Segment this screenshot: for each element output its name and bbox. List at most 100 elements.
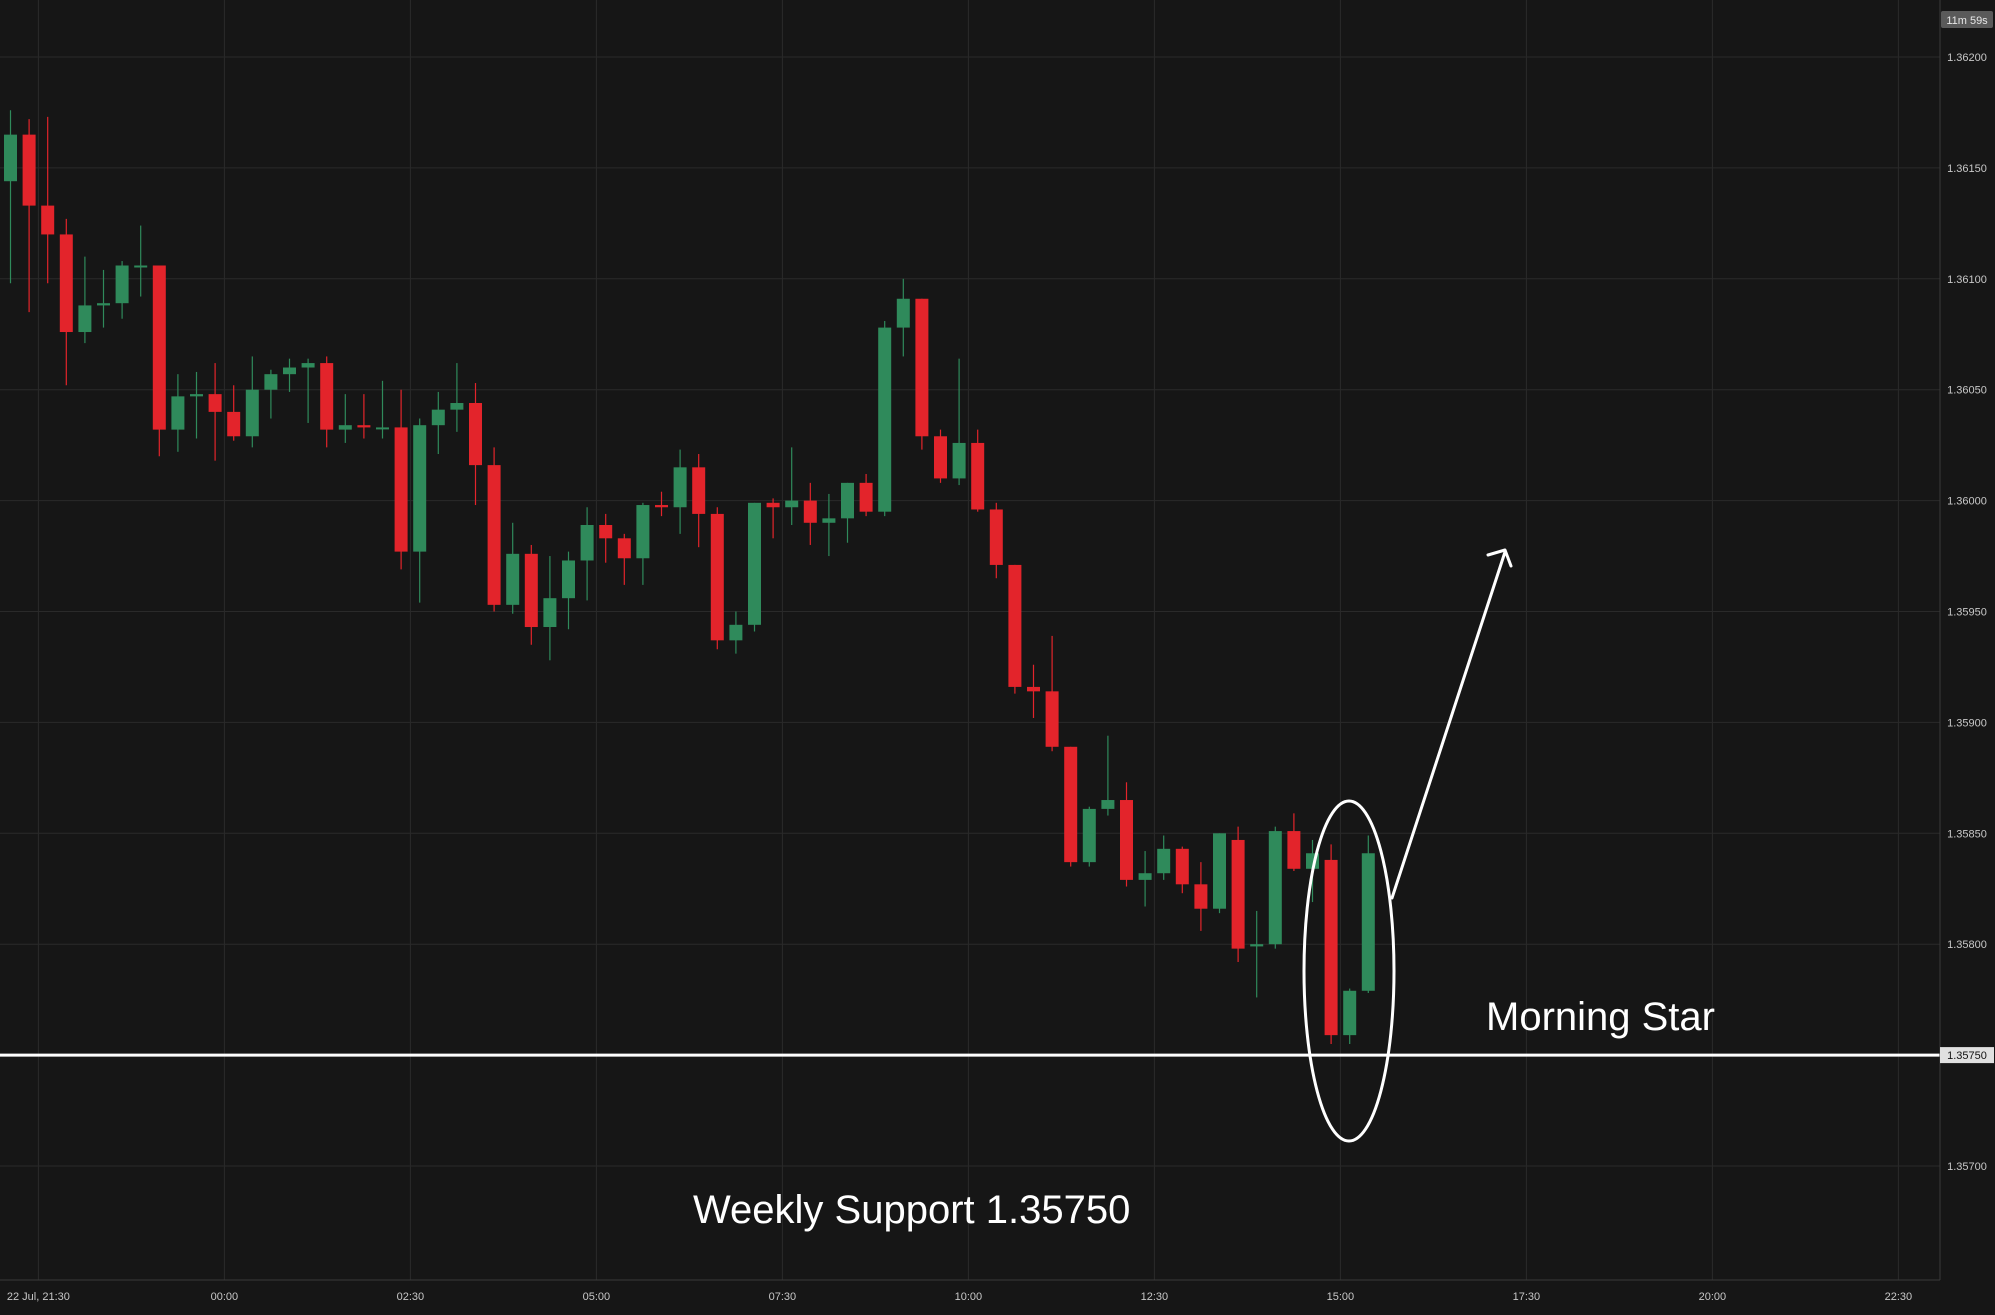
candle-17[interactable] — [320, 356, 334, 448]
candle-35[interactable] — [655, 491, 668, 517]
candle-69[interactable] — [1287, 813, 1301, 872]
support-price-tag — [1940, 1047, 1994, 1064]
candle-body — [357, 425, 371, 428]
candle-52[interactable] — [971, 429, 985, 512]
candle-50[interactable] — [934, 429, 947, 483]
candle-65[interactable] — [1213, 833, 1226, 914]
bullish-arrow-shaft[interactable] — [1390, 550, 1507, 900]
candle-47[interactable] — [878, 320, 892, 517]
candle-body — [859, 482, 873, 512]
candle-39[interactable] — [729, 611, 743, 654]
candle-49[interactable] — [915, 298, 929, 450]
candle-53[interactable] — [989, 502, 1003, 579]
candle-body — [394, 427, 408, 552]
candle-12[interactable] — [227, 385, 241, 441]
candle-58[interactable] — [1082, 806, 1096, 867]
candle-20[interactable] — [376, 380, 389, 439]
candle-32[interactable] — [599, 513, 613, 563]
candle-body — [115, 265, 129, 304]
candle-45[interactable] — [841, 482, 854, 543]
candle-21[interactable] — [394, 389, 408, 570]
candle-15[interactable] — [283, 358, 296, 392]
candle-51[interactable] — [952, 358, 966, 486]
candle-31[interactable] — [580, 507, 594, 601]
candle-19[interactable] — [357, 394, 371, 439]
candle-63[interactable] — [1175, 846, 1189, 894]
candle-61[interactable] — [1138, 851, 1152, 907]
support-price-tag-label: 1.35750 — [1947, 1050, 1987, 1062]
candle-66[interactable] — [1231, 826, 1245, 962]
candles[interactable] — [4, 110, 1375, 1045]
candle-34[interactable] — [636, 502, 650, 585]
candle-29[interactable] — [543, 556, 557, 661]
candle-7[interactable] — [134, 225, 148, 297]
candle-68[interactable] — [1268, 826, 1282, 949]
morning-star-highlight-ellipse[interactable] — [1302, 799, 1396, 1143]
candle-48[interactable] — [896, 278, 910, 357]
candle-67[interactable] — [1250, 910, 1264, 998]
candle-2[interactable] — [41, 116, 55, 284]
candle-26[interactable] — [487, 447, 501, 612]
candle-13[interactable] — [245, 356, 259, 448]
candle-25[interactable] — [469, 383, 482, 506]
candle-28[interactable] — [524, 544, 538, 645]
candle-body — [487, 465, 501, 605]
candle-44[interactable] — [822, 493, 836, 557]
price-axis[interactable]: 1.36200 1.36150 1.36100 1.36050 1.36000 1.359… — [1939, 0, 1995, 1310]
candle-30[interactable] — [562, 551, 575, 630]
candle-43[interactable] — [803, 482, 817, 545]
candle-23[interactable] — [431, 391, 445, 455]
candle-body — [655, 505, 668, 508]
candle-33[interactable] — [617, 533, 631, 585]
candle-4[interactable] — [78, 256, 92, 344]
candle-body — [506, 553, 520, 605]
candle-27[interactable] — [506, 522, 520, 614]
candle-body — [22, 134, 36, 206]
candle-73[interactable] — [1361, 835, 1375, 993]
candle-3[interactable] — [59, 218, 73, 386]
candle-18[interactable] — [338, 394, 352, 443]
candle-22[interactable] — [413, 418, 427, 603]
candle-38[interactable] — [710, 507, 724, 650]
candle-57[interactable] — [1064, 746, 1078, 867]
time-tick-label: 12:30 — [1141, 1291, 1169, 1303]
candle-6[interactable] — [115, 261, 129, 319]
candle-9[interactable] — [171, 374, 185, 452]
candle-72[interactable] — [1343, 988, 1357, 1045]
candle-54[interactable] — [1008, 564, 1022, 694]
time-axis[interactable]: 22 Jul, 21:30 00:00 02:30 05:00 07:30 10:00 12… — [0, 1279, 1940, 1303]
price-tick-label: 1.35900 — [1947, 717, 1987, 729]
candle-body — [1120, 800, 1133, 880]
candle-16[interactable] — [301, 358, 315, 423]
candle-5[interactable] — [97, 269, 110, 328]
countdown-badge — [1941, 11, 1993, 28]
grid-lines — [0, 0, 1940, 1280]
candle-0[interactable] — [4, 110, 17, 284]
candle-46[interactable] — [859, 473, 873, 517]
candle-60[interactable] — [1120, 782, 1133, 887]
candle-55[interactable] — [1027, 664, 1040, 718]
candle-1[interactable] — [22, 119, 36, 313]
price-tick-label: 1.35800 — [1947, 939, 1987, 951]
candle-8[interactable] — [152, 265, 166, 457]
candle-62[interactable] — [1157, 835, 1171, 880]
candle-40[interactable] — [748, 502, 761, 632]
candle-body — [4, 134, 17, 182]
candle-24[interactable] — [450, 363, 464, 432]
candle-36[interactable] — [673, 449, 687, 534]
candle-42[interactable] — [785, 447, 799, 525]
candle-37[interactable] — [692, 454, 706, 548]
candle-body — [431, 409, 445, 426]
candle-59[interactable] — [1101, 735, 1115, 816]
candle-71[interactable] — [1324, 844, 1338, 1045]
annotations[interactable]: Morning Star Weekly Support 1.35750 — [693, 548, 1715, 1232]
candle-64[interactable] — [1194, 862, 1208, 931]
time-tick-label: 22 Jul, 21:30 — [7, 1291, 70, 1303]
candle-10[interactable] — [190, 371, 203, 439]
candle-14[interactable] — [264, 369, 278, 419]
candle-11[interactable] — [208, 363, 222, 461]
candle-41[interactable] — [766, 498, 780, 539]
candle-56[interactable] — [1045, 635, 1059, 752]
